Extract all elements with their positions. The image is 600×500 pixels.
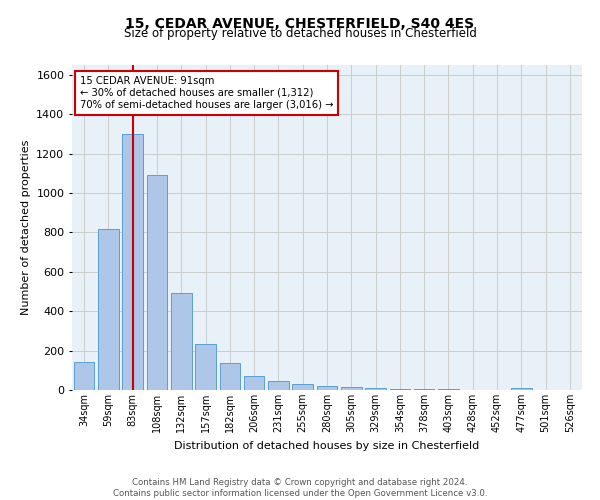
Bar xyxy=(171,294,191,390)
Text: Contains HM Land Registry data © Crown copyright and database right 2024.
Contai: Contains HM Land Registry data © Crown c… xyxy=(113,478,487,498)
Bar xyxy=(146,176,167,390)
Bar xyxy=(220,364,240,390)
Bar xyxy=(414,389,434,390)
Bar xyxy=(244,376,265,390)
Bar xyxy=(98,230,119,390)
Bar xyxy=(365,388,386,390)
Text: 15 CEDAR AVENUE: 91sqm
← 30% of detached houses are smaller (1,312)
70% of semi-: 15 CEDAR AVENUE: 91sqm ← 30% of detached… xyxy=(80,76,333,110)
Bar xyxy=(317,386,337,390)
Bar xyxy=(122,134,143,390)
Text: 15, CEDAR AVENUE, CHESTERFIELD, S40 4ES: 15, CEDAR AVENUE, CHESTERFIELD, S40 4ES xyxy=(125,18,475,32)
Bar xyxy=(511,388,532,390)
Bar xyxy=(389,388,410,390)
Bar xyxy=(268,381,289,390)
Bar xyxy=(341,387,362,390)
Y-axis label: Number of detached properties: Number of detached properties xyxy=(20,140,31,315)
X-axis label: Distribution of detached houses by size in Chesterfield: Distribution of detached houses by size … xyxy=(175,440,479,450)
Bar xyxy=(292,384,313,390)
Bar xyxy=(195,344,216,390)
Text: Size of property relative to detached houses in Chesterfield: Size of property relative to detached ho… xyxy=(124,28,476,40)
Bar xyxy=(74,362,94,390)
